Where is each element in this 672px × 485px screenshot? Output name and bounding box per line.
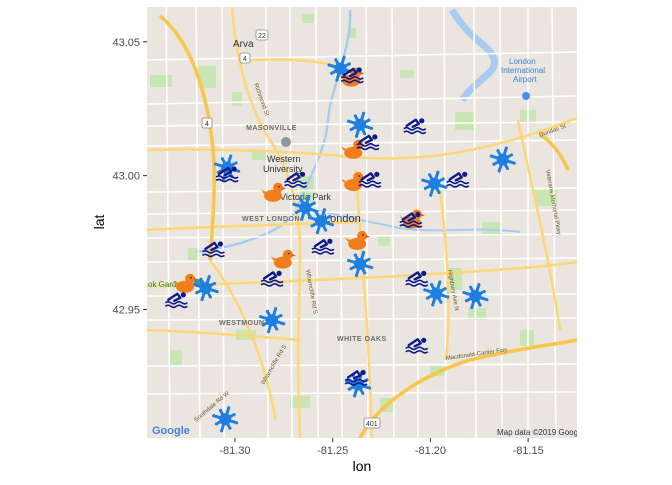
map-label-white-oaks: WHITE OAKS <box>337 336 387 343</box>
map-label-masonville: MASONVILLE <box>246 125 297 132</box>
swimmer-icon <box>356 134 380 151</box>
swimmer-icon <box>215 166 239 183</box>
y-axis-title: lat <box>91 215 107 230</box>
y-tick-label: 42.95 <box>112 305 140 317</box>
map-background: Arva MASONVILLE Western University Victo… <box>147 7 585 438</box>
data-markers <box>164 55 516 433</box>
map-label-gardens: ok Gardens <box>148 280 189 289</box>
arterial-roads <box>147 7 577 438</box>
map-label-western: Western <box>267 154 300 164</box>
swimmer-icon <box>405 337 429 354</box>
swimmer-icon <box>164 292 188 309</box>
svg-text:4: 4 <box>243 56 247 63</box>
highways <box>158 14 577 438</box>
swimmer-icon <box>284 171 308 188</box>
shield-4-icon: 4 <box>201 117 213 129</box>
swimmer-icon <box>446 171 470 188</box>
map-label-arva: Arva <box>233 39 254 50</box>
university-pin-icon <box>281 137 291 147</box>
map-credit: Map data ©2019 Google <box>497 428 585 437</box>
x-tick-label: -81.20 <box>415 445 446 457</box>
x-tick-label: -81.15 <box>513 445 544 457</box>
svg-text:22: 22 <box>258 33 266 40</box>
splash-icon <box>346 111 374 138</box>
map-label-london: London <box>324 213 361 225</box>
splash-icon <box>462 283 489 310</box>
map-label-victoria-park: Victoria Park <box>280 192 331 202</box>
swimmer-icon <box>201 241 225 258</box>
shield-22-icon: 22 <box>255 29 269 41</box>
splash-icon <box>292 194 319 221</box>
x-tick-label: -81.30 <box>219 445 250 457</box>
map-label-airport: London International Airport <box>501 57 545 84</box>
splash-icon <box>423 280 450 307</box>
rubber-duck-icon <box>270 249 296 269</box>
airport-icon <box>522 92 530 100</box>
rubber-duck-icon <box>345 230 371 250</box>
shield-4-arva-icon: 4 <box>239 52 251 64</box>
shield-401-icon: 401 <box>363 417 381 429</box>
svg-text:4: 4 <box>205 121 209 128</box>
google-logo: Google <box>152 425 190 437</box>
y-tick-label: 43.00 <box>112 171 140 183</box>
x-axis-title: lon <box>353 458 372 474</box>
splash-icon <box>307 208 335 235</box>
splash-icon <box>192 275 219 302</box>
map-label-westmount: WESTMOUNT <box>219 320 270 327</box>
swimmer-icon <box>403 118 427 135</box>
street-grid <box>147 7 577 438</box>
swimmer-icon <box>399 211 423 228</box>
swimmer-icon <box>358 171 382 188</box>
splash-icon <box>489 146 516 173</box>
svg-text:401: 401 <box>366 421 378 428</box>
x-tick-label: -81.25 <box>317 445 348 457</box>
swimmer-icon <box>405 270 429 287</box>
splash-icon <box>212 406 239 433</box>
rubber-duck-icon <box>261 182 287 202</box>
y-tick-label: 43.05 <box>112 37 140 49</box>
splash-icon <box>421 170 448 197</box>
splash-icon <box>259 307 286 334</box>
map-label-university: University <box>263 164 303 174</box>
swimmer-icon <box>311 238 335 255</box>
axes: -81.30 -81.25 -81.20 -81.15 42.95 43.00 43.05 <box>112 37 543 457</box>
rubber-duck-icon <box>173 273 199 293</box>
swimmer-icon <box>260 270 284 287</box>
swimmer-icon <box>340 67 364 84</box>
splash-icon <box>346 250 374 278</box>
map-label-west-london: WEST LONDON <box>242 216 300 223</box>
swimmer-icon <box>344 369 368 386</box>
